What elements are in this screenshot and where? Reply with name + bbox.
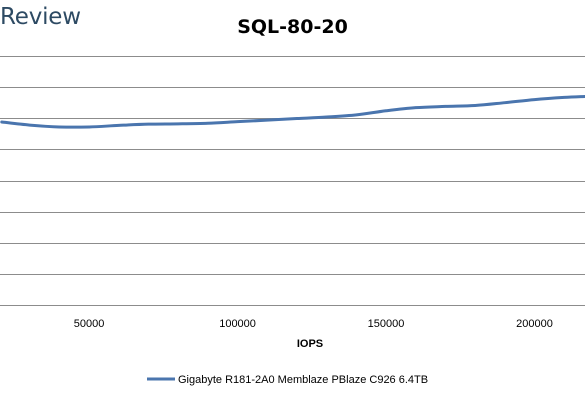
- legend: Gigabyte R181-2A0 Memblaze PBlaze C926 6…: [147, 374, 428, 386]
- x-tick-labels: 50000 100000 150000 200000: [74, 318, 553, 330]
- x-axis-title: IOPS: [297, 338, 323, 350]
- x-tick-label: 200000: [516, 318, 553, 330]
- x-tick-label: 100000: [219, 318, 256, 330]
- x-tick-label: 50000: [74, 318, 105, 330]
- chart-title: SQL-80-20: [237, 16, 348, 38]
- brand-logo: Review: [0, 4, 81, 30]
- series-line: [0, 94, 585, 129]
- x-tick-label: 150000: [368, 318, 405, 330]
- gridlines: [0, 56, 585, 306]
- legend-label: Gigabyte R181-2A0 Memblaze PBlaze C926 6…: [178, 374, 428, 386]
- series-lines: [0, 94, 585, 129]
